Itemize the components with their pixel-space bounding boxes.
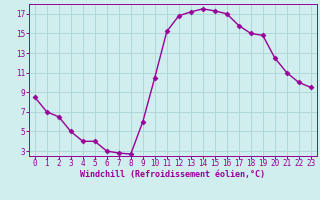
X-axis label: Windchill (Refroidissement éolien,°C): Windchill (Refroidissement éolien,°C) [80,170,265,179]
